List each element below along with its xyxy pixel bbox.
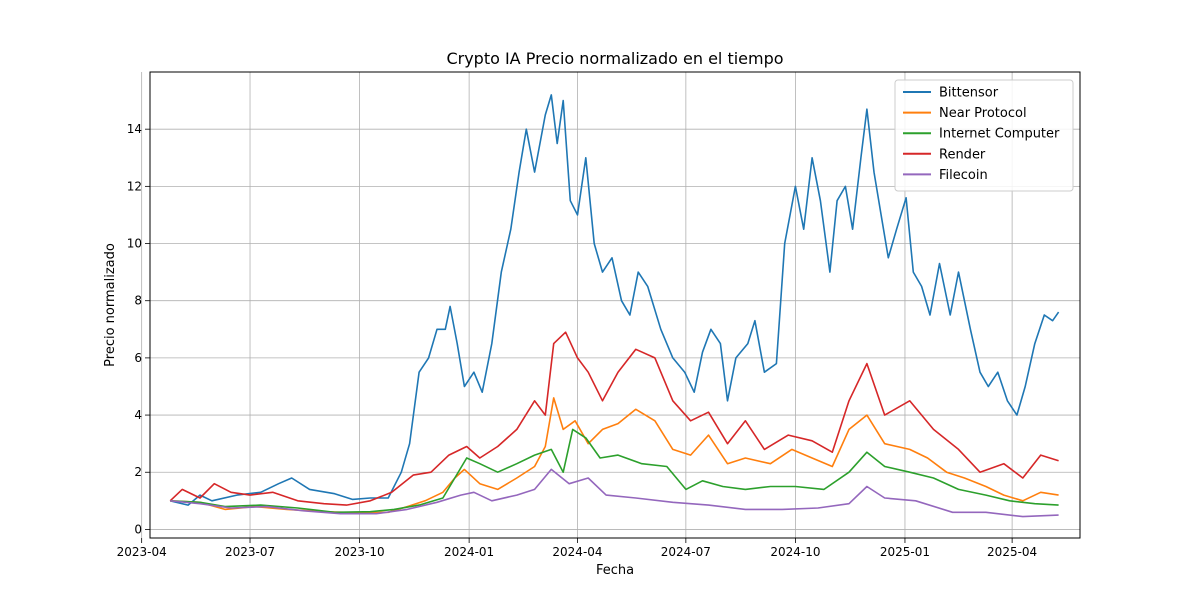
legend-label: Filecoin [939,168,988,183]
x-axis-label: Fecha [596,563,634,578]
x-tick-label: 2024-07 [661,545,711,559]
series-line-bittensor [170,94,1060,506]
x-tick-label: 2023-04 [117,545,167,559]
series-line-render [169,331,1059,506]
axes: 2023-04 2023-07 2023-10 2024-01 2024-04 2024-… [117,122,1038,559]
series-line-filecoin [170,468,1059,518]
y-tick-label: 6 [134,351,142,365]
y-tick-label: 14 [127,122,142,136]
legend-label: Render [939,147,986,162]
y-tick-label: 8 [134,294,142,308]
y-axis-label: Precio normalizado [103,243,118,367]
y-tick-label: 12 [127,179,142,193]
x-tick-label: 2023-10 [335,545,385,559]
y-tick-label: 2 [134,465,142,479]
legend-box [894,79,1074,192]
x-tick-label: 2025-04 [987,545,1037,559]
x-tick-label: 2025-01 [880,545,930,559]
series-lines [169,94,1060,518]
y-tick-label: 10 [127,237,142,251]
y-tick-label: 4 [134,408,142,422]
x-tick-label: 2024-04 [552,545,602,559]
series-line-internet-computer [170,428,1059,514]
legend-label: Near Protocol [939,106,1027,121]
x-tick-label: 2023-07 [225,545,275,559]
legend-label: Bittensor [939,86,999,101]
legend: Bittensor Near Protocol Internet Computer R… [894,79,1074,192]
chart-title: Crypto IA Precio normalizado en el tiemp… [446,49,783,68]
plot-area-frame [149,71,1081,539]
x-tick-label: 2024-01 [444,545,494,559]
legend-label: Internet Computer [939,127,1060,142]
x-tick-label: 2024-10 [770,545,820,559]
y-tick-label: 0 [134,522,142,536]
